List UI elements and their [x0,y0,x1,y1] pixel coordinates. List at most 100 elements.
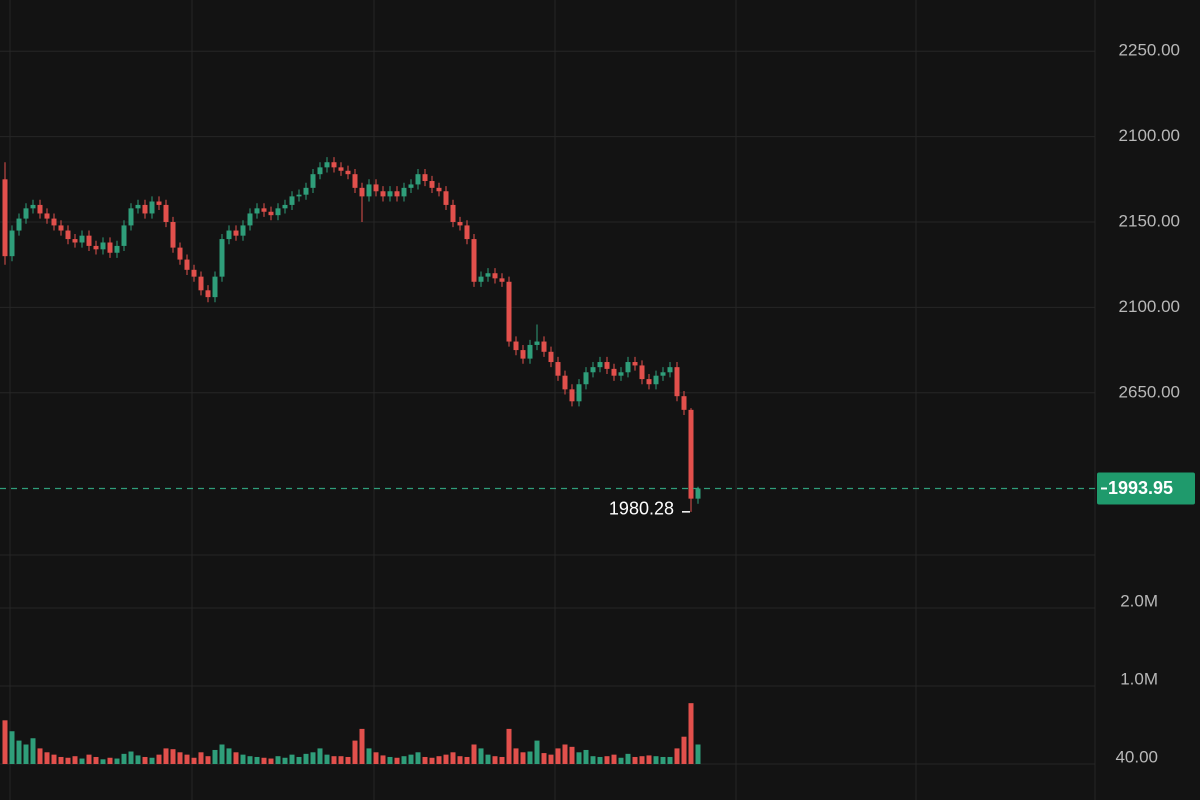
volume-bar [639,756,645,764]
candle-body [268,211,274,216]
candle-body [471,239,477,282]
candle [520,344,526,364]
candle [562,370,568,395]
candle-body [450,204,456,222]
volume-bar [44,752,50,764]
volume-bar [513,748,519,764]
candle-body [394,191,400,197]
candle [37,199,43,219]
candle [142,199,148,219]
candle [254,203,260,219]
volume-bar [177,752,183,764]
candle [597,356,603,373]
y-tick-label: 2100.00 [1119,126,1180,145]
volume-bar [254,756,260,764]
candle [548,346,554,368]
candle [93,240,99,255]
candle [338,162,344,176]
candle [317,162,323,180]
candle-body [93,245,99,250]
candle [282,199,288,214]
candle-body [142,204,148,214]
candle-body [506,281,512,342]
volume-bar [72,756,78,764]
volume-bar [548,754,554,764]
candle [16,213,22,236]
candle-body [212,276,218,298]
volume-bar [170,749,176,764]
candle-body [2,179,8,257]
candle [660,367,666,381]
candle [583,367,589,390]
candle [303,182,309,200]
candle-body [373,184,379,192]
candle [72,233,78,248]
candle-body [310,174,316,188]
candle-body [646,379,652,385]
candle [121,220,127,252]
candle-body [485,273,491,277]
candle-body [247,213,253,226]
volume-bar [408,754,414,764]
last-price-label: 1993.95 [1108,478,1173,498]
volume-bar [310,752,316,764]
candle [499,273,505,287]
candle [576,379,582,407]
y-tick-label: 40.00 [1115,747,1158,766]
candle [534,324,540,351]
volume-bar [128,751,134,764]
candle [198,271,204,296]
volume-bar [58,756,64,764]
candle [408,179,414,193]
volume-bar [632,756,638,764]
volume-bar [653,756,659,764]
volume-bar [387,756,393,764]
candle [492,268,498,284]
volume-bar [86,754,92,764]
candle [373,179,379,197]
candle [667,362,673,378]
candle-body [254,208,260,214]
volume-bar [576,752,582,764]
candle-body [219,239,225,277]
candle [331,157,337,173]
volume-bar [457,756,463,764]
candle-body [121,225,127,246]
volume-bar [583,749,589,764]
candle-body [611,368,617,376]
volume-bar [485,754,491,764]
volume-bar [436,756,442,764]
volume-bar [212,749,218,764]
volume-bar [646,755,652,764]
candle-body [590,367,596,373]
candle-body [9,230,15,257]
y-tick-label: 2650.00 [1119,382,1180,401]
candle-body [415,174,421,185]
candle [387,186,393,202]
candle-body [184,259,190,270]
volume-bar [373,752,379,764]
volume-bar [51,754,57,764]
candle [149,196,155,219]
candle-body [401,187,407,197]
candle-body [296,194,302,197]
volume-bar [121,753,127,764]
volume-bar [492,756,498,764]
candle [205,285,211,303]
volume-bar [282,757,288,764]
candle-body [387,191,393,197]
candle-body [695,488,701,499]
candle-body [436,187,442,192]
candle [191,264,197,282]
candle [240,220,246,241]
volume-bar [135,755,141,764]
y-tick-label: 1.0M [1120,669,1158,688]
candle-body [625,362,631,373]
candle [86,230,92,252]
volume-bar [149,757,155,764]
candle [345,165,351,180]
volume-bar [261,757,267,764]
candle [296,189,302,202]
candle [51,213,57,231]
candle [79,230,85,248]
